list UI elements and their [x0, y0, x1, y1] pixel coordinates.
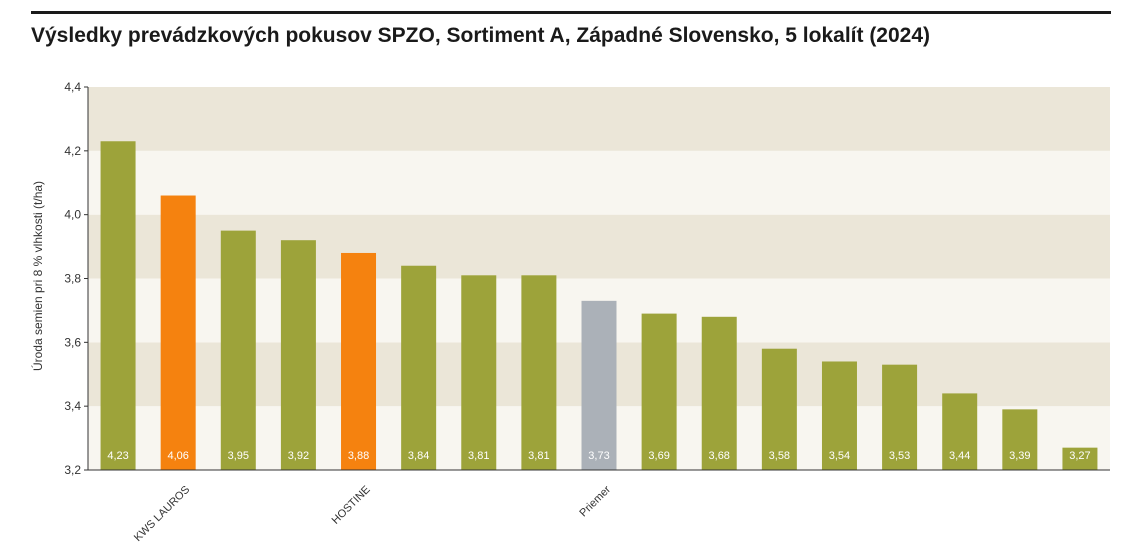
data-label: 4,23 — [107, 450, 128, 462]
bar — [821, 361, 857, 470]
axes — [84, 86, 1110, 471]
bar — [220, 230, 256, 470]
y-tick-label: 4,0 — [64, 208, 81, 222]
bar — [100, 141, 136, 470]
data-label: 3,27 — [1069, 450, 1090, 462]
bar — [461, 275, 497, 470]
data-label: 3,44 — [949, 450, 970, 462]
y-tick-label: 3,6 — [64, 335, 81, 349]
title-rule — [31, 11, 1111, 14]
data-label: 3,69 — [648, 450, 669, 462]
bar — [942, 393, 978, 470]
category-label: KWS LAUROS — [132, 484, 192, 544]
bar — [280, 240, 316, 470]
data-label: 3,73 — [588, 450, 609, 462]
data-label: 3,58 — [769, 450, 790, 462]
bar — [882, 364, 918, 470]
data-label: 3,88 — [348, 450, 369, 462]
y-axis-label: Úroda semien pri 8 % vlhkosti (t/ha) — [30, 181, 45, 371]
bar — [1002, 409, 1038, 470]
y-tick-label: 3,4 — [64, 399, 81, 413]
bar — [701, 316, 737, 470]
bar — [521, 275, 557, 470]
bar — [1062, 447, 1098, 470]
chart-title: Výsledky prevádzkových pokusov SPZO, Sor… — [31, 24, 931, 47]
data-label: 3,81 — [528, 450, 549, 462]
grid-band — [88, 150, 1110, 215]
data-label: 3,53 — [889, 450, 910, 462]
data-label: 3,68 — [709, 450, 730, 462]
bar — [401, 265, 437, 470]
data-label: 3,95 — [228, 450, 249, 462]
bar — [341, 252, 377, 470]
bar — [160, 195, 196, 470]
y-tick-label: 3,8 — [64, 272, 81, 286]
y-tick-label: 4,2 — [64, 144, 81, 158]
bar — [641, 313, 677, 470]
plot-bands — [88, 87, 1110, 470]
grid-band — [88, 87, 1110, 151]
category-label: HOSTINE — [330, 484, 373, 527]
bar — [581, 300, 617, 470]
category-label: Priemer — [577, 483, 613, 519]
data-label: 3,84 — [408, 450, 429, 462]
bar — [761, 348, 797, 470]
data-label: 3,54 — [829, 450, 850, 462]
y-tick-label: 4,4 — [64, 80, 81, 94]
data-label: 4,06 — [167, 450, 188, 462]
data-label: 3,92 — [288, 450, 309, 462]
y-tick-label: 3,2 — [64, 463, 81, 477]
data-label: 3,81 — [468, 450, 489, 462]
bars — [100, 141, 1098, 470]
grid-band — [88, 214, 1110, 279]
data-label: 3,39 — [1009, 450, 1030, 462]
